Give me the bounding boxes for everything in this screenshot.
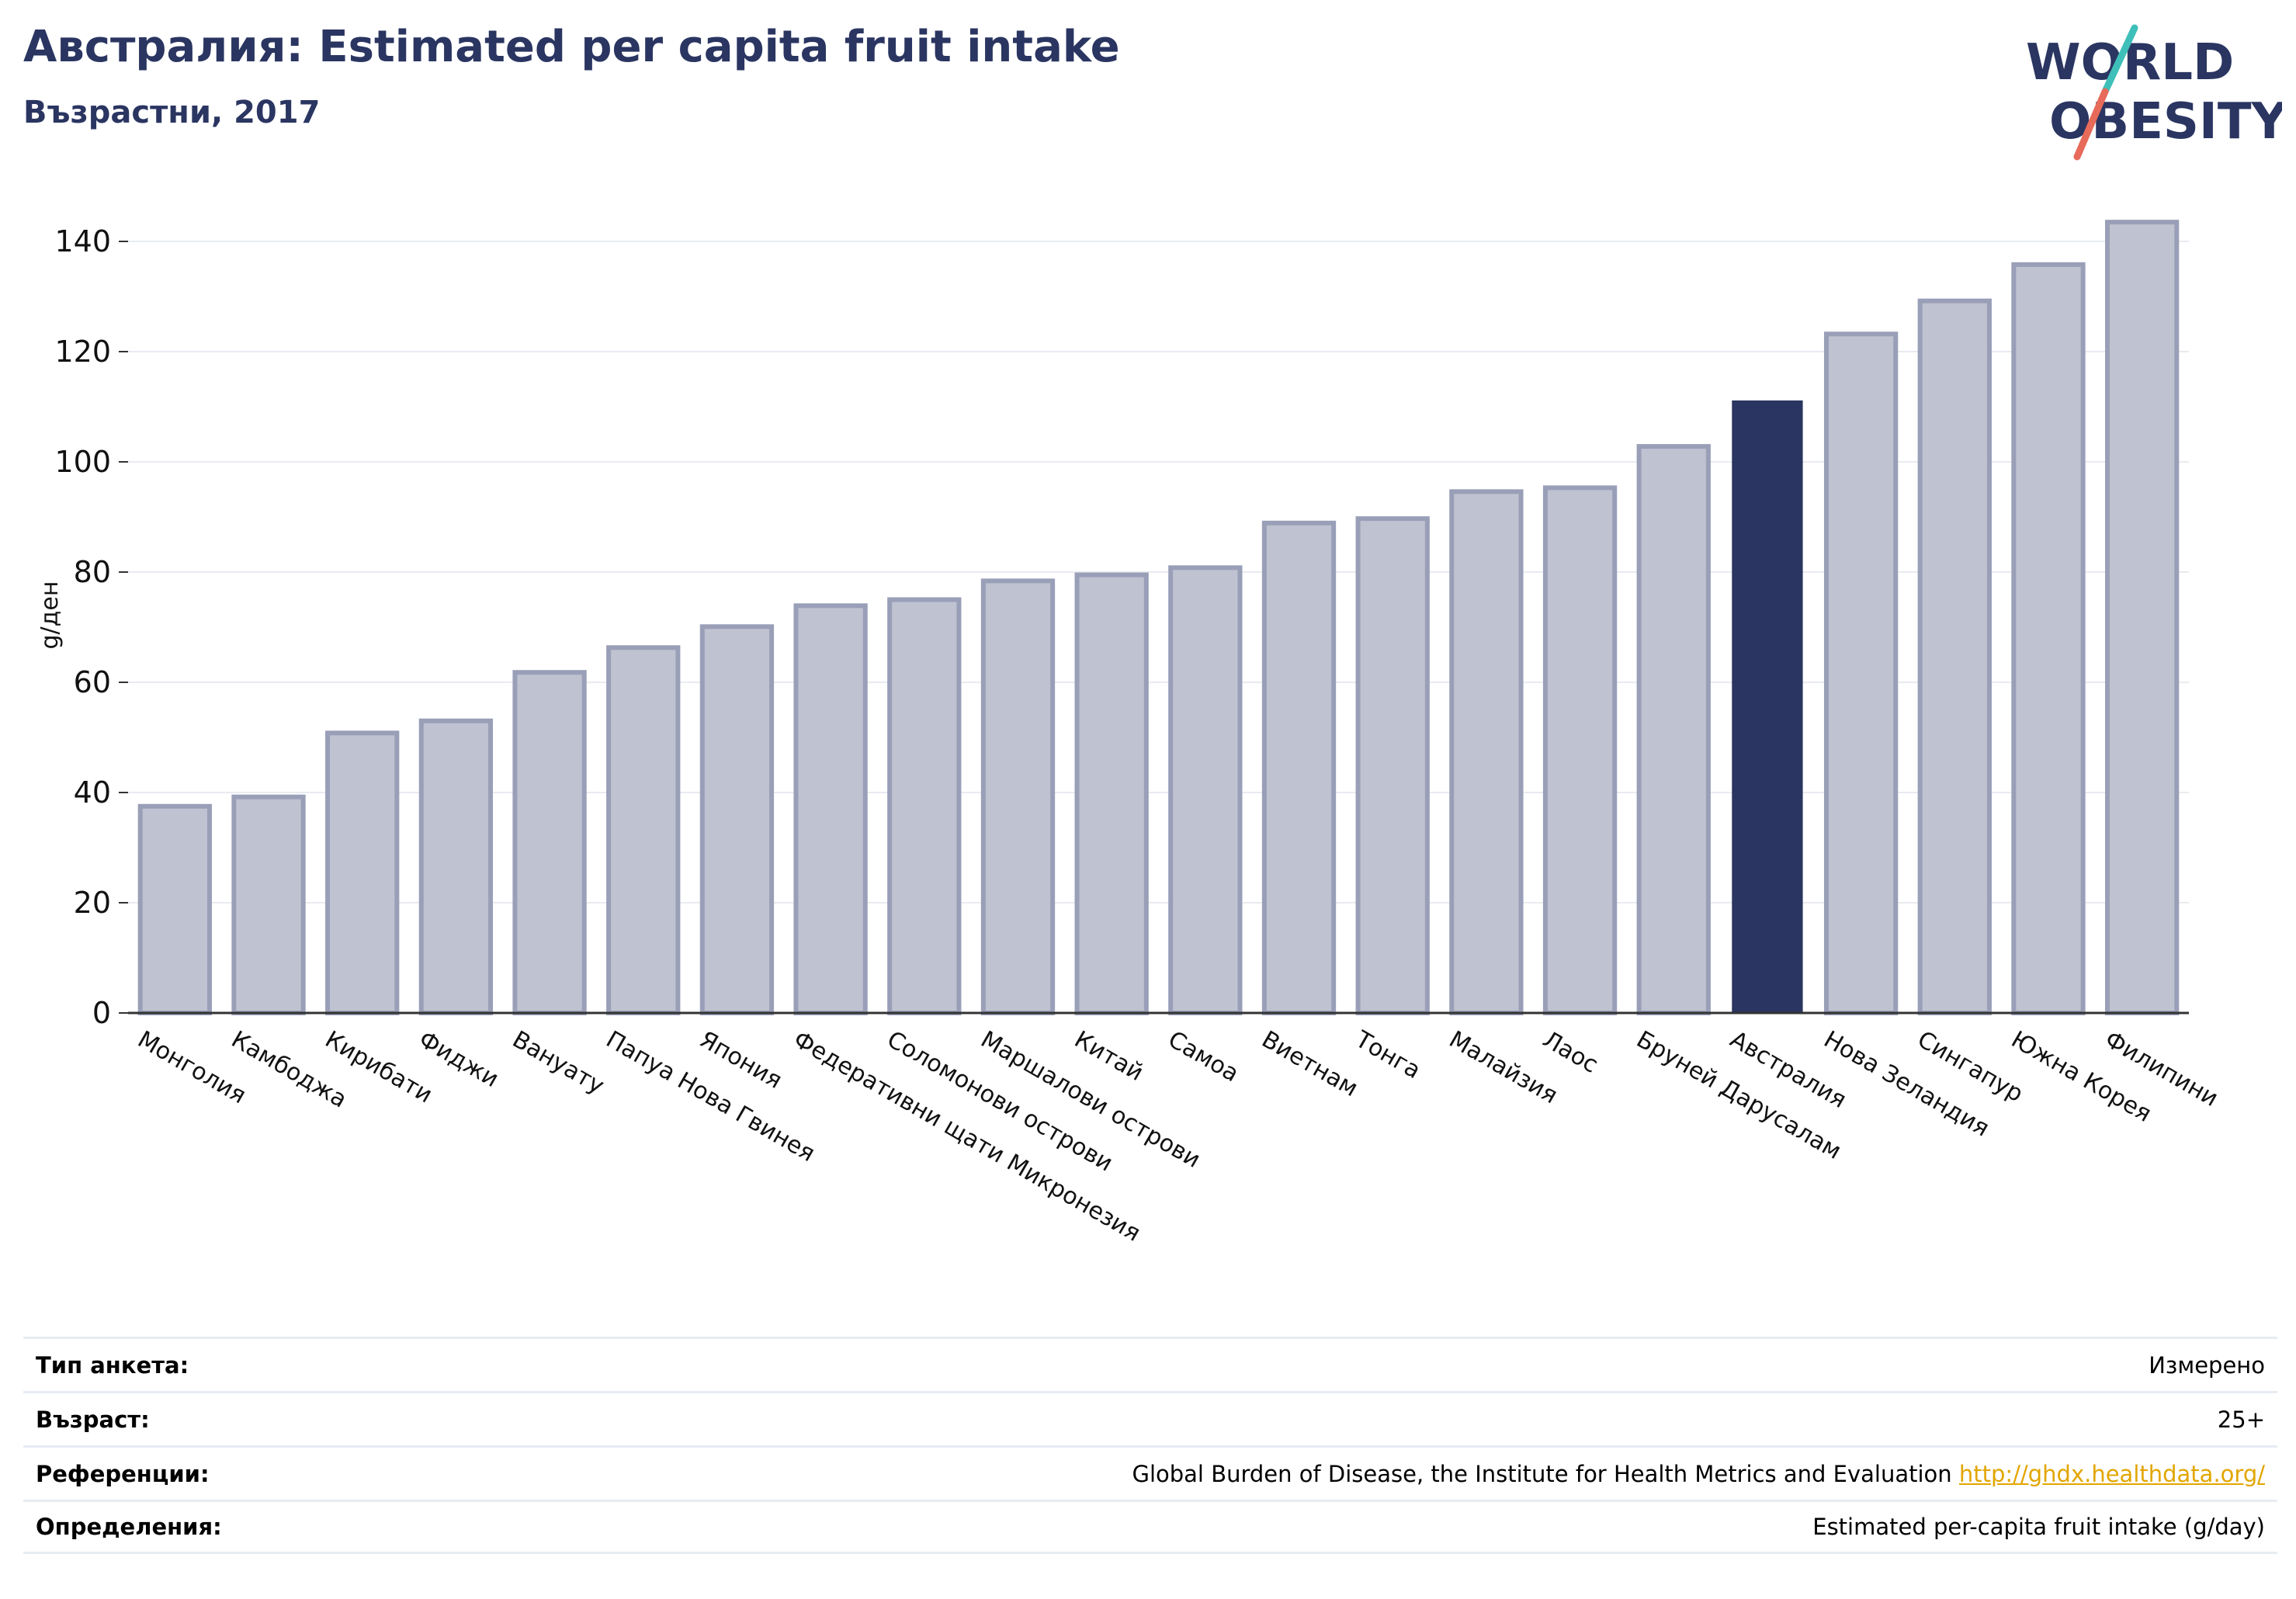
info-row-references: Референции: Global Burden of Disease, th… [23, 1445, 2277, 1500]
bar [418, 718, 494, 1015]
chart-subtitle: Възрастни, 2017 [23, 95, 321, 130]
bar [980, 578, 1056, 1015]
x-tick-label: Лаос [1538, 1026, 1603, 1079]
bar [1168, 565, 1243, 1015]
bar [231, 794, 306, 1016]
y-axis-label: g/ден [36, 581, 64, 650]
bar [1355, 516, 1430, 1015]
bar [1636, 444, 1711, 1015]
bar [1449, 489, 1524, 1015]
logo-slash-bottom [2073, 88, 2109, 161]
info-label-references: Референции: [36, 1460, 210, 1487]
y-tick-label: 60 [74, 665, 111, 699]
bar [325, 730, 400, 1015]
y-tick-label: 100 [54, 445, 111, 479]
x-tick-label: Самоа [1164, 1026, 1243, 1088]
info-label-definitions: Определения: [36, 1514, 222, 1540]
bar [1917, 298, 1992, 1015]
references-text: Global Burden of Disease, the Institute … [1132, 1460, 1952, 1487]
info-value-age: 25+ [2217, 1406, 2265, 1433]
x-tick-label: Нова Зеландия [1819, 1026, 1994, 1143]
bar [1542, 485, 1618, 1015]
bar [793, 603, 868, 1015]
bar [1823, 331, 1899, 1015]
bar [137, 803, 212, 1015]
references-link[interactable]: http://ghdx.healthdata.org/ [1958, 1460, 2265, 1487]
info-table: Тип анкета: Измерено Възраст: 25+ Рефере… [23, 1337, 2277, 1554]
bar [512, 670, 587, 1015]
info-row-definitions: Определения: Estimated per-capita fruit … [23, 1500, 2277, 1554]
y-tick-label: 20 [74, 886, 111, 920]
y-tick-label: 0 [92, 996, 111, 1030]
x-tick-label: Виетнам [1257, 1026, 1363, 1103]
bar [606, 645, 681, 1016]
bar [699, 624, 775, 1015]
bar [1732, 400, 1803, 1014]
world-obesity-logo: WORLD OBESITY [2026, 24, 2282, 161]
chart-title: Австралия: Estimated per capita fruit in… [23, 22, 1120, 72]
info-label-survey-type: Тип анкета: [36, 1351, 189, 1379]
info-label-age: Възраст: [36, 1406, 150, 1433]
bar [1261, 520, 1337, 1015]
info-row-age: Възраст: 25+ [23, 1391, 2277, 1445]
x-tick-label: Тонга [1350, 1025, 1425, 1084]
logo-word-obesity: OBESITY [2049, 93, 2282, 151]
bar-chart: 020406080100120140g/денМонголияКамбоджаК… [36, 220, 2223, 1247]
info-value-definitions: Estimated per-capita fruit intake (g/day… [1812, 1514, 2265, 1540]
y-tick-label: 40 [74, 775, 111, 810]
info-row-survey-type: Тип анкета: Измерено [23, 1337, 2277, 1391]
x-tick-label: Китай [1070, 1026, 1148, 1087]
info-value-references: Global Burden of Disease, the Institute … [1132, 1461, 2265, 1487]
bar [1074, 572, 1149, 1015]
x-tick-label: Вануату [508, 1026, 609, 1100]
y-tick-label: 120 [54, 335, 111, 369]
bar [887, 597, 962, 1015]
info-value-survey-type: Измерено [2149, 1351, 2265, 1379]
bar [2011, 262, 2086, 1015]
bar [2105, 220, 2180, 1015]
logo-slash-top [2101, 24, 2138, 95]
y-tick-label: 80 [74, 555, 111, 589]
y-tick-label: 140 [54, 224, 111, 258]
